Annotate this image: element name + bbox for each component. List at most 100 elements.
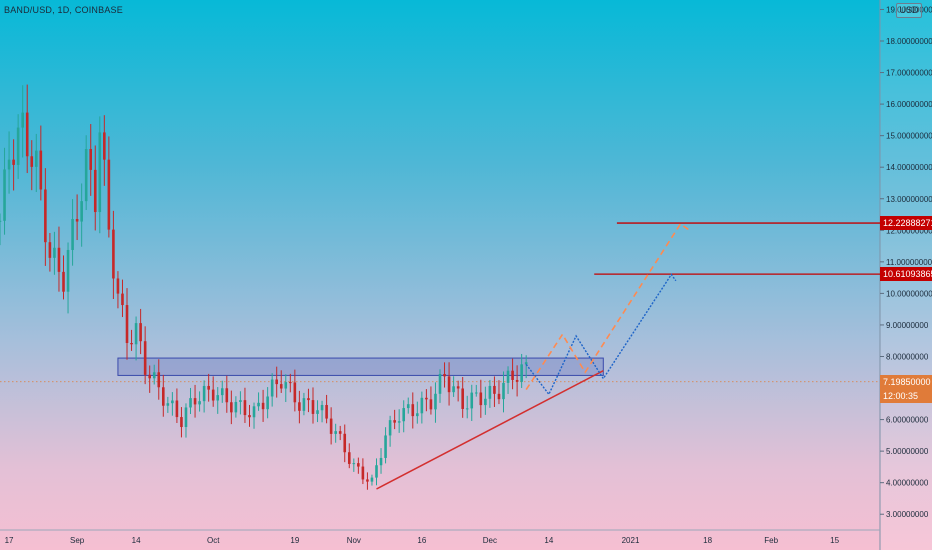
- candle-body: [207, 385, 210, 390]
- candle-body: [279, 384, 283, 389]
- candle-body: [211, 389, 215, 401]
- candle-body: [220, 388, 224, 396]
- candle-body: [261, 402, 265, 410]
- y-tick-label: 6.00000000: [886, 416, 929, 425]
- candle-body: [370, 477, 374, 482]
- candle-body: [384, 435, 387, 458]
- symbol-label: BAND/USD, 1D, COINBASE: [4, 5, 123, 15]
- candle-body: [334, 431, 337, 434]
- candle-body: [366, 479, 369, 482]
- y-tick-label: 9.00000000: [886, 321, 929, 330]
- candle-body: [257, 402, 260, 407]
- candle-body: [343, 433, 347, 453]
- candle-body: [175, 400, 179, 418]
- y-tick-label: 8.00000000: [886, 352, 929, 361]
- candle-body: [393, 420, 396, 423]
- candle-body: [234, 401, 238, 413]
- candle-body: [34, 150, 38, 167]
- candle-body: [352, 463, 356, 465]
- candle-body: [25, 112, 29, 157]
- currency-button[interactable]: USD: [896, 3, 922, 18]
- candle-body: [89, 148, 93, 170]
- candle-body: [193, 398, 197, 405]
- candle-body: [484, 398, 487, 406]
- candle-body: [325, 404, 328, 419]
- candle-body: [75, 219, 79, 222]
- x-tick-label: 16: [417, 536, 426, 545]
- candle-body: [293, 382, 297, 403]
- candle-body: [406, 404, 410, 409]
- candle-body: [139, 323, 142, 342]
- candle-body: [62, 271, 65, 292]
- candle-body: [243, 400, 247, 416]
- candle-body: [143, 341, 147, 375]
- candle-body: [316, 410, 319, 414]
- y-tick-label: 12.00000000: [886, 226, 932, 235]
- candle-body: [289, 382, 292, 384]
- candle-body: [152, 372, 156, 379]
- candle-body: [311, 400, 315, 414]
- candle-body: [397, 421, 401, 423]
- y-tick-label: 11.00000000: [886, 258, 932, 267]
- candle-body: [71, 219, 74, 250]
- candle-body: [429, 399, 433, 410]
- candle-body: [443, 373, 446, 377]
- candle-body: [134, 323, 138, 345]
- candle-body: [230, 402, 233, 413]
- candle-body: [202, 385, 206, 402]
- candle-body: [302, 398, 306, 411]
- candle-body: [80, 201, 83, 222]
- candle-body: [298, 402, 301, 411]
- countdown-tag: 12:00:35: [880, 388, 932, 403]
- candle-body: [39, 150, 43, 190]
- candle-body: [57, 247, 61, 272]
- candle-body: [347, 452, 351, 464]
- x-tick-label: 15: [830, 536, 839, 545]
- candle-body: [411, 404, 415, 417]
- candle-body: [493, 385, 496, 394]
- candle-body: [116, 278, 120, 294]
- candle-body: [420, 397, 424, 414]
- candle-body: [84, 148, 88, 202]
- candle-body: [329, 418, 333, 434]
- candle-body: [452, 386, 455, 393]
- candle-body: [30, 156, 34, 167]
- candle-body: [66, 249, 70, 292]
- candle-body: [465, 408, 469, 410]
- candle-body: [511, 370, 514, 380]
- x-tick-label: Dec: [483, 536, 497, 545]
- candle-body: [161, 387, 165, 406]
- candle-body: [252, 406, 256, 418]
- trend-line: [376, 370, 604, 490]
- y-tick-label: 4.00000000: [886, 479, 929, 488]
- projection-path-blue: [525, 273, 677, 396]
- candle-body: [107, 159, 111, 230]
- candle-body: [284, 382, 288, 389]
- candle-body: [497, 393, 501, 400]
- x-tick-label: Feb: [764, 536, 778, 545]
- y-tick-label: 5.00000000: [886, 447, 929, 456]
- x-tick-label: Sep: [70, 536, 85, 545]
- candle-body: [338, 431, 342, 434]
- candle-body: [520, 364, 523, 382]
- candle-body: [479, 392, 483, 406]
- y-tick-label: 3.00000000: [886, 510, 929, 519]
- candle-body: [171, 400, 174, 404]
- x-tick-label: 2021: [622, 536, 640, 545]
- y-tick-label: 19.00000000: [886, 5, 932, 14]
- candle-body: [98, 132, 102, 213]
- candle-body: [470, 392, 474, 409]
- candle-body: [130, 342, 133, 345]
- candle-body: [184, 407, 188, 428]
- candle-body: [515, 379, 519, 382]
- candle-body: [125, 305, 129, 343]
- candle-body: [416, 413, 419, 417]
- candle-body: [225, 388, 229, 403]
- candle-body: [189, 398, 192, 408]
- candle-body: [112, 229, 115, 279]
- candle-body: [166, 403, 170, 406]
- y-tick-label: 10.00000000: [886, 289, 932, 298]
- y-tick-label: 16.00000000: [886, 100, 932, 109]
